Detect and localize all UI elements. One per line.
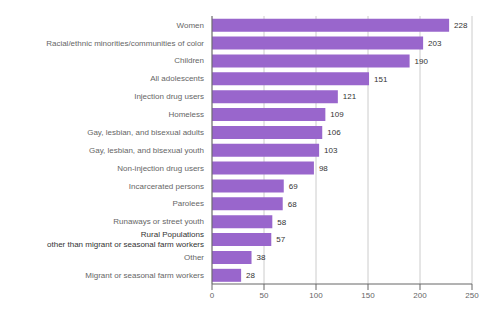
svg-text:Runaways or street youth: Runaways or street youth — [113, 217, 204, 226]
svg-text:Incarcerated persons: Incarcerated persons — [129, 182, 204, 191]
svg-text:150: 150 — [361, 291, 375, 300]
svg-text:Women: Women — [177, 21, 204, 30]
svg-text:Parolees: Parolees — [172, 199, 204, 208]
svg-text:190: 190 — [415, 57, 429, 66]
svg-text:250: 250 — [465, 291, 479, 300]
svg-text:100: 100 — [309, 291, 323, 300]
svg-text:Migrant or seasonal farm worke: Migrant or seasonal farm workers — [85, 271, 204, 280]
svg-text:Non-injection drug users: Non-injection drug users — [117, 164, 204, 173]
svg-text:0: 0 — [210, 291, 215, 300]
svg-text:121: 121 — [343, 92, 357, 101]
svg-text:Gay, lesbian, and bisexual adu: Gay, lesbian, and bisexual adults — [87, 128, 204, 137]
svg-text:50: 50 — [260, 291, 269, 300]
svg-text:228: 228 — [454, 21, 468, 30]
svg-text:Children: Children — [174, 56, 204, 65]
svg-text:151: 151 — [374, 75, 388, 84]
svg-text:106: 106 — [327, 128, 341, 137]
svg-text:All adolescents: All adolescents — [150, 74, 204, 83]
svg-text:Gay, lesbian, and bisexual you: Gay, lesbian, and bisexual youth — [89, 146, 204, 155]
svg-text:Injection drug users: Injection drug users — [134, 92, 204, 101]
svg-text:Other: Other — [184, 253, 204, 262]
svg-text:103: 103 — [324, 146, 338, 155]
svg-text:109: 109 — [330, 110, 344, 119]
svg-text:Homeless: Homeless — [168, 110, 204, 119]
svg-text:Rural Populationsother than mi: Rural Populationsother than migrant or s… — [47, 230, 204, 249]
svg-text:38: 38 — [257, 253, 266, 262]
svg-text:68: 68 — [288, 200, 297, 209]
svg-text:203: 203 — [428, 39, 442, 48]
svg-text:Racial/ethnic minorities/commu: Racial/ethnic minorities/communities of … — [46, 39, 204, 48]
svg-text:57: 57 — [276, 235, 285, 244]
svg-text:28: 28 — [246, 271, 255, 280]
svg-text:98: 98 — [319, 164, 328, 173]
svg-text:200: 200 — [413, 291, 427, 300]
svg-text:69: 69 — [289, 182, 298, 191]
svg-text:58: 58 — [277, 218, 286, 227]
